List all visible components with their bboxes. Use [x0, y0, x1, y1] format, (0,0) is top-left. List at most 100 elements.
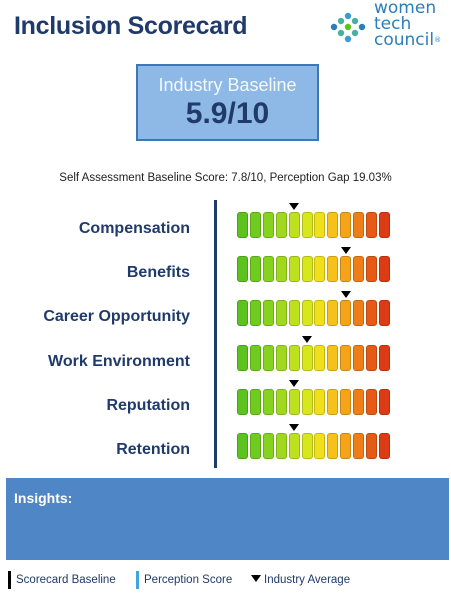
meter-segment: [275, 344, 287, 371]
meter-segment: [288, 344, 300, 371]
category-label: Reputation: [106, 396, 190, 414]
industry-average-marker-icon: [289, 424, 300, 431]
meter-segment: [262, 256, 274, 283]
meter-segment: [275, 256, 287, 283]
industry-average-marker-icon: [340, 247, 351, 255]
meter-segment: [314, 344, 326, 371]
meter-segment: [301, 212, 313, 238]
meter-segment: [366, 344, 377, 371]
meter-segment: [262, 344, 274, 371]
meter-segment: [378, 388, 390, 415]
industry-average-marker-icon: [289, 379, 300, 387]
meter-segment: [378, 256, 390, 283]
meter-segment: [314, 433, 326, 459]
meter-segment: [301, 433, 313, 459]
meter-segment: [262, 388, 274, 415]
legend-industry-marker-icon: [251, 575, 261, 582]
score-meter: [237, 424, 391, 461]
legend-perception-label: Perception Score: [144, 574, 233, 586]
industry-baseline-value: 5.9/10: [185, 97, 270, 130]
meter-segment: [314, 388, 326, 415]
meter-segment: [237, 433, 248, 459]
meter-segment: [275, 433, 287, 459]
meter-segment: [340, 256, 352, 283]
meter-segment: [366, 388, 377, 415]
meter-segment: [366, 300, 377, 327]
legend-baseline-label: Scorecard Baseline: [16, 574, 116, 586]
insights-label: Insights:: [14, 490, 73, 506]
meter-segment: [237, 300, 248, 327]
meter-segment: [340, 300, 352, 327]
meter-segment: [301, 344, 313, 371]
meter-segment: [249, 344, 261, 371]
industry-average-marker-icon: [289, 203, 300, 210]
meter-segment: [314, 256, 326, 283]
meter-segment: [301, 300, 313, 327]
meter-segment: [353, 388, 365, 415]
meter-segment: [288, 212, 300, 238]
meter-segment: [378, 344, 390, 371]
scorecard-baseline-divider: [214, 200, 217, 468]
industry-average-marker-icon: [302, 335, 312, 343]
meter-segment: [340, 212, 352, 238]
meter-segment: [353, 344, 365, 371]
meter-segment: [378, 212, 390, 238]
category-label: Career Opportunity: [43, 308, 190, 326]
page-title: Inclusion Scorecard: [14, 12, 248, 40]
industry-baseline-label: Industry Baseline: [158, 75, 297, 95]
meter-segment: [237, 212, 248, 238]
meter-segment: [327, 300, 339, 327]
women-tech-council-logo: women tech council®: [330, 0, 451, 52]
score-meter: [237, 291, 391, 328]
meter-segment: [353, 300, 365, 327]
category-label: Work Environment: [48, 352, 190, 370]
legend-industry-label: Industry Average: [264, 574, 351, 586]
logo-wordmark: women tech council®: [374, 0, 442, 50]
meter-segment: [237, 388, 248, 415]
score-meter: [237, 379, 391, 417]
meter-segment: [249, 212, 261, 238]
meter-segment: [249, 256, 261, 283]
logo-line-council-wrap: council®: [374, 30, 442, 50]
meter-segment: [314, 300, 326, 327]
score-meter: [237, 247, 391, 284]
meter-segment: [340, 344, 352, 371]
logo-line-council: council: [374, 30, 435, 50]
meter-segment: [353, 256, 365, 283]
meter-segment: [327, 212, 339, 238]
logo-dots-icon: [330, 12, 366, 43]
legend-perception-swatch: [136, 571, 139, 589]
category-label: Compensation: [78, 220, 190, 237]
meter-segment: [327, 433, 339, 459]
meter-segment: [340, 433, 352, 459]
logo-line-women: women: [374, 0, 437, 18]
logo-line-tech: tech: [374, 14, 412, 34]
meter-segment: [249, 300, 261, 327]
meter-segment: [288, 256, 300, 283]
meter-segment: [353, 212, 365, 238]
meter-segment: [262, 300, 274, 327]
meter-segment: [314, 212, 326, 238]
meter-segment: [301, 388, 313, 415]
meter-segment: [262, 433, 274, 459]
meter-segment: [275, 212, 287, 238]
meter-segment: [275, 388, 287, 415]
self-assessment-summary: Self Assessment Baseline Score: 7.8/10, …: [59, 172, 392, 184]
category-label: Retention: [116, 441, 190, 458]
legend-baseline-swatch: [8, 571, 11, 589]
meter-segment: [249, 388, 261, 415]
meter-segment: [327, 388, 339, 415]
meter-segment: [288, 433, 300, 459]
score-meter: [237, 335, 391, 373]
industry-baseline-box: Industry Baseline 5.9/10: [136, 64, 319, 141]
meter-segment: [288, 388, 300, 415]
meter-segment: [262, 212, 274, 238]
meter-segment: [366, 212, 377, 238]
industry-average-marker-icon: [340, 291, 351, 299]
meter-segment: [378, 300, 390, 327]
registered-mark: ®: [434, 36, 442, 44]
insights-panel: Insights:: [6, 478, 449, 560]
meter-segment: [340, 388, 352, 415]
meter-segment: [366, 433, 377, 459]
meter-segment: [249, 433, 261, 459]
